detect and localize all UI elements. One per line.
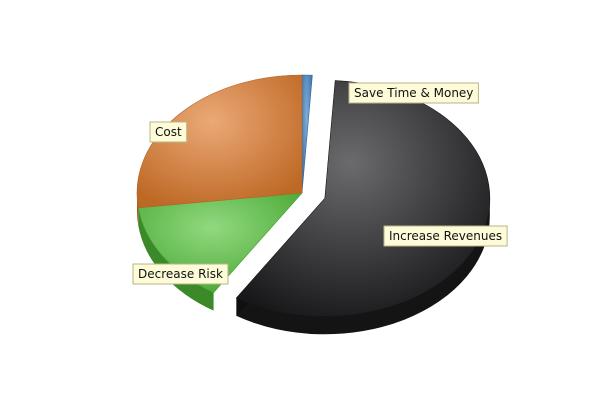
pie-label-text-increase-revenues: Increase Revenues [389,229,502,243]
pie-label-text-save-time-money: Save Time & Money [354,86,473,100]
pie-label-box-save-time-money [348,82,479,104]
pie-label-cost: Cost [149,121,188,143]
pie-label-save-time-money: Save Time & Money [348,82,479,104]
pie-label-box-increase-revenues [383,225,508,247]
pie-label-increase-revenues: Increase Revenues [383,225,508,247]
pie-label-box-decrease-risk [132,263,229,285]
pie-label-decrease-risk: Decrease Risk [132,263,229,285]
pie-label-text-decrease-risk: Decrease Risk [138,267,223,281]
pie-label-layer: Save Time & Money Increase Revenues Decrea… [132,82,508,285]
pie-slice-cost [136,74,303,209]
pie-side-increase-revenues [236,198,490,335]
pie-slice-save-time-money [301,74,313,194]
pie-label-text-cost: Cost [155,125,182,139]
pie-label-box-cost [149,121,188,143]
pie-side-decrease-risk [138,207,214,311]
